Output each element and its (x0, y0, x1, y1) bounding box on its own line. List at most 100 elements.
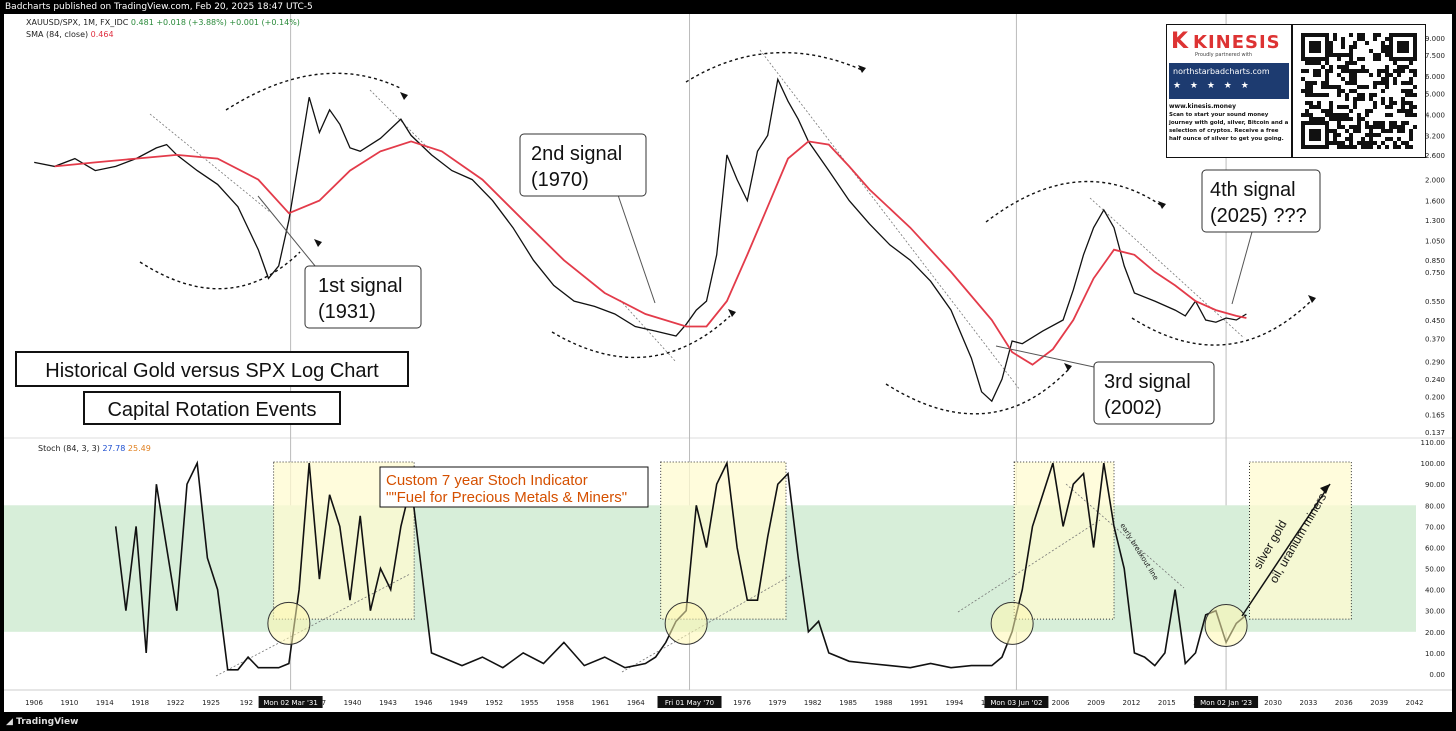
tradingview-footer[interactable]: ◢ TradingView (6, 717, 78, 727)
time-tick-label: 2036 (1335, 699, 1353, 707)
legend-symbol-row: XAUUSD/SPX, 1M, FX_IDC 0.481 +0.018 (+3.… (26, 18, 300, 27)
time-tick-label: 1985 (839, 699, 857, 707)
price-tick-label: 0.850 (1425, 257, 1445, 265)
trend-lines (149, 49, 1245, 677)
callout-4: 4th signal (2025) ??? (1201, 169, 1321, 305)
price-tick-label: 7.500 (1425, 52, 1445, 60)
callout-2-line1: 2nd signal (531, 143, 622, 165)
legend-value: 0.481 (130, 18, 154, 27)
price-tick-label: 0.137 (1425, 429, 1445, 437)
signal-boxes (273, 461, 1352, 620)
stoch-tick-label: 70.00 (1425, 523, 1445, 531)
callout-4-line2: (2025) ??? (1210, 205, 1307, 227)
price-tick-label: 0.750 (1425, 269, 1445, 277)
time-tick-label: 1940 (344, 699, 362, 707)
ad-stars: ★ ★ ★ ★ ★ (1173, 81, 1252, 91)
kinesis-ad[interactable]: K KINESIS Proudly partnered with northst… (1166, 24, 1292, 158)
time-tick-label: 1925 (202, 699, 220, 707)
callout-3: 3rd signal (2002) (995, 345, 1215, 425)
stoch-tick-label: 10.00 (1425, 650, 1445, 658)
legend-symbol: XAUUSD/SPX, 1M, FX_IDC (26, 18, 129, 27)
publisher-header: Badcharts published on TradingView.com, … (5, 2, 313, 12)
tradingview-label: TradingView (16, 717, 79, 727)
title-box-1: Historical Gold versus SPX Log Chart (15, 351, 409, 387)
rotation-arc (685, 51, 863, 83)
stoch-title-2: ""Fuel for Precious Metals & Miners" (386, 489, 627, 506)
stoch-tick-label: 20.00 (1425, 629, 1445, 637)
kinesis-logo-icon: K (1171, 29, 1189, 54)
tradingview-logo-icon: ◢ (6, 717, 13, 727)
arc-arrowhead (1064, 363, 1072, 371)
time-tick-label: 1976 (733, 699, 751, 707)
time-tick-label: 1906 (25, 699, 43, 707)
rotation-arrowhead (1320, 484, 1330, 494)
trend-line (759, 49, 1021, 391)
price-axis: 9.000 7.500 6.000 5.000 4.000 3.200 2.600 2.000… (1425, 35, 1445, 437)
trend-line (1089, 197, 1245, 339)
trend-line (619, 299, 677, 363)
rotation-arc (225, 72, 401, 111)
stoch-title-1: Custom 7 year Stoch Indicator (386, 472, 588, 489)
ad-site: northstarbadcharts.com (1173, 67, 1270, 76)
signal-circle (1204, 603, 1248, 647)
price-tick-label: 4.000 (1425, 111, 1445, 119)
time-tick-label: 1922 (167, 699, 185, 707)
ad-url[interactable]: www.kinesis.money (1169, 103, 1237, 110)
stoch-tick-label: 80.00 (1425, 502, 1445, 510)
stoch-tick-label: 0.00 (1429, 671, 1445, 679)
date-marker-label: Fri 01 May '70 (665, 699, 714, 707)
qr-code-icon (1301, 33, 1417, 149)
date-marker-label: Mon 03 Jun '02 (990, 699, 1042, 707)
price-tick-label: 0.290 (1425, 358, 1445, 366)
signal-circle (990, 601, 1034, 645)
price-tick-label: 0.240 (1425, 376, 1445, 384)
callout-4-line1: 4th signal (1210, 179, 1296, 201)
arc-arrowhead (1158, 201, 1166, 209)
ad-partner-banner: northstarbadcharts.com ★ ★ ★ ★ ★ (1169, 63, 1289, 99)
arc-arrowhead (858, 65, 866, 73)
time-tick-label: 1982 (804, 699, 822, 707)
date-marker-label: Mon 02 Mar '31 (263, 699, 317, 707)
arc-arrowhead (314, 239, 322, 247)
rotation-arcs (139, 51, 1316, 415)
signal-zone-box (1013, 461, 1115, 620)
rotation-arc (885, 369, 1069, 415)
time-tick-label: 1955 (521, 699, 539, 707)
rotation-arc (551, 315, 731, 359)
price-tick-label: 3.200 (1425, 132, 1445, 140)
price-tick-label: 6.000 (1425, 73, 1445, 81)
ad-brand-name: KINESIS (1193, 32, 1281, 53)
qr-code[interactable] (1292, 24, 1426, 158)
date-marker-badge (657, 696, 722, 708)
price-tick-label: 0.550 (1425, 298, 1445, 306)
arc-arrowhead (728, 309, 736, 317)
price-tick-label: 0.450 (1425, 317, 1445, 325)
signal-circle (267, 601, 311, 645)
signal-circle (664, 601, 708, 645)
time-tick-label: 2012 (1122, 699, 1140, 707)
price-tick-label: 0.165 (1425, 411, 1445, 419)
trend-line (215, 573, 411, 677)
title-box-2-text: Capital Rotation Events (107, 399, 316, 421)
date-marker-badge (984, 696, 1049, 708)
signal-zone-box (1249, 461, 1352, 620)
price-tick-label: 9.000 (1425, 35, 1445, 43)
time-tick-label: 1958 (556, 699, 574, 707)
legend-change2: +0.001 (+0.14%) (229, 18, 300, 27)
price-tick-label: 2.000 (1425, 177, 1445, 185)
stoch-tick-label: 100.00 (1421, 460, 1446, 468)
title-box-1-text: Historical Gold versus SPX Log Chart (45, 360, 379, 382)
time-tick-label: 2006 (1052, 699, 1070, 707)
callout-1-line2: (1931) (318, 301, 376, 323)
price-tick-label: 0.370 (1425, 335, 1445, 343)
stoch-tick-label: 30.00 (1425, 608, 1445, 616)
time-tick-label: 1964 (627, 699, 645, 707)
price-tick-label: 0.200 (1425, 393, 1445, 401)
time-tick-label: 192 (240, 699, 253, 707)
signal-zone-box (660, 461, 787, 620)
price-tick-label: 1.050 (1425, 237, 1445, 245)
date-marker-badge (1194, 696, 1259, 708)
callout-3-line2: (2002) (1104, 397, 1162, 419)
ad-description: Scan to start your sound money journey w… (1169, 112, 1289, 142)
stoch-title-box: Custom 7 year Stoch Indicator ""Fuel for… (379, 466, 649, 508)
